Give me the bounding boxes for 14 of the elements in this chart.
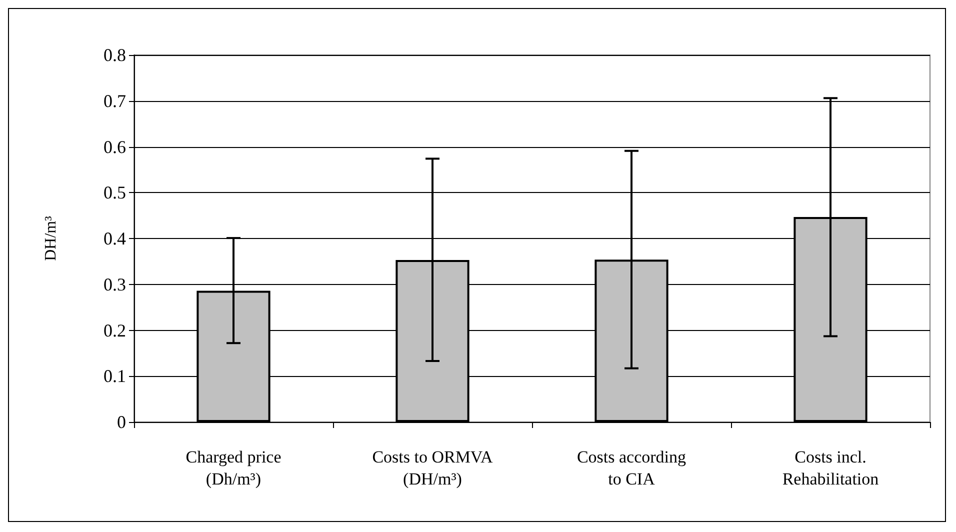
y-tick-label: 0.2 bbox=[104, 320, 126, 340]
x-tick-label: Costs according to CIA bbox=[576, 448, 687, 488]
x-tick-label: Costs incl. Rehabilitation bbox=[782, 448, 880, 488]
y-axis-title: DH/m³ bbox=[42, 216, 60, 261]
x-tick-label: Costs to ORMVA (DH/m³) bbox=[372, 448, 494, 488]
x-tick-label: Charged price (Dh/m³) bbox=[186, 448, 282, 488]
y-tick-label: 0.7 bbox=[104, 90, 126, 111]
y-tick-label: 0.4 bbox=[104, 228, 126, 248]
y-tick-label: 0.1 bbox=[104, 366, 126, 386]
y-tick-label: 0.5 bbox=[104, 182, 126, 203]
y-tick-label: 0.3 bbox=[104, 274, 126, 294]
y-tick-label: 0.8 bbox=[104, 45, 126, 65]
y-tick-label: 0 bbox=[117, 412, 126, 432]
y-tick-label: 0.6 bbox=[104, 136, 126, 157]
